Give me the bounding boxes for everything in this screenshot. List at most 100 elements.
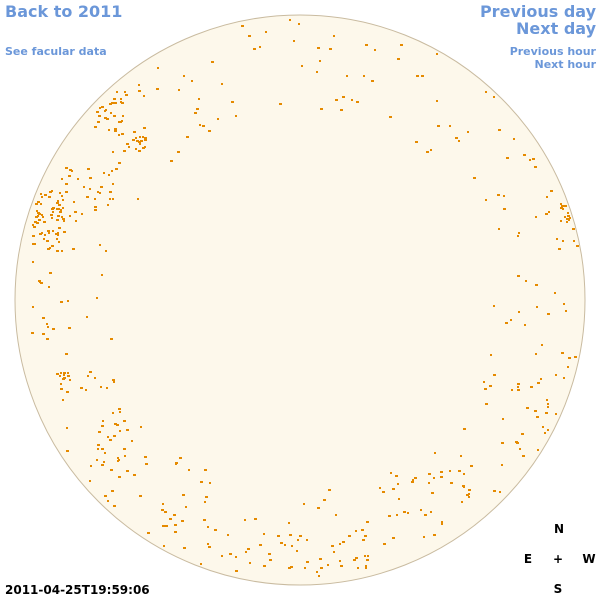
facula <box>331 545 334 547</box>
facula <box>407 512 409 514</box>
facula <box>567 215 570 217</box>
facula <box>116 91 118 93</box>
facula <box>101 425 104 427</box>
facula <box>564 216 566 218</box>
facula <box>119 121 122 123</box>
facula <box>112 198 114 200</box>
facula <box>107 204 109 206</box>
next-hour-link[interactable]: Next hour <box>534 58 597 71</box>
facula <box>41 214 43 216</box>
facula <box>86 316 88 318</box>
facula <box>47 248 50 250</box>
facula <box>269 559 272 561</box>
facula <box>497 194 500 196</box>
facula <box>169 518 172 520</box>
facula <box>49 247 51 249</box>
facula <box>433 477 435 479</box>
facula <box>279 103 282 105</box>
facula <box>181 520 184 522</box>
facula <box>94 377 96 379</box>
facula <box>473 177 476 179</box>
facula <box>104 117 107 119</box>
facula <box>415 141 418 143</box>
facula <box>108 129 110 131</box>
facula <box>536 416 539 418</box>
facula <box>66 450 69 452</box>
facula <box>340 565 343 567</box>
facula <box>566 221 568 223</box>
facula <box>106 118 109 120</box>
facula <box>423 536 425 538</box>
facula <box>546 196 548 198</box>
facula <box>116 424 119 426</box>
facula <box>62 199 64 201</box>
facula <box>59 211 62 213</box>
facula <box>143 127 146 129</box>
facula <box>104 495 107 497</box>
facula <box>111 170 113 172</box>
facula <box>42 333 45 335</box>
facula <box>289 534 292 536</box>
facula <box>52 328 55 330</box>
facula <box>102 420 104 422</box>
facula <box>546 399 548 401</box>
facula <box>431 492 434 494</box>
facula <box>104 452 106 454</box>
facula <box>115 168 118 170</box>
facula <box>327 564 329 566</box>
facula <box>280 542 283 544</box>
facula <box>291 545 293 547</box>
facula <box>519 448 521 450</box>
previous-hour-link[interactable]: Previous hour <box>509 45 596 58</box>
facula <box>52 230 54 232</box>
facula <box>548 211 550 213</box>
facula <box>37 201 40 203</box>
facula <box>61 250 63 252</box>
facula <box>67 375 70 377</box>
facula <box>436 53 438 55</box>
facula <box>561 205 564 207</box>
facula <box>55 233 58 235</box>
facula <box>198 98 200 100</box>
next-day-link[interactable]: Next day <box>516 19 596 38</box>
facula <box>126 470 129 472</box>
facula <box>111 102 114 104</box>
facula <box>506 157 509 159</box>
facula <box>123 150 126 152</box>
facula <box>340 109 343 111</box>
facula <box>525 280 527 282</box>
facula <box>567 212 569 214</box>
facula <box>69 169 72 171</box>
previous-day-link[interactable]: Previous day <box>479 2 596 21</box>
facula <box>51 217 53 219</box>
facular-link[interactable]: See facular data <box>5 45 107 58</box>
facula <box>65 167 68 169</box>
facula <box>144 139 147 141</box>
facula <box>437 125 440 127</box>
facula <box>133 474 136 476</box>
facula <box>288 522 290 524</box>
facula <box>62 218 65 220</box>
facula <box>355 557 358 559</box>
facula <box>32 261 34 263</box>
facula <box>56 202 59 204</box>
facula <box>490 354 492 356</box>
facula <box>569 217 571 219</box>
facula <box>33 243 36 245</box>
facula <box>183 547 186 549</box>
facula <box>534 410 537 412</box>
back-link[interactable]: Back to 2011 <box>5 2 123 21</box>
facula <box>462 485 465 487</box>
facula <box>118 162 121 164</box>
facula <box>558 248 561 250</box>
facula <box>40 282 43 284</box>
facula <box>505 322 508 324</box>
facula <box>56 250 59 252</box>
facula <box>105 250 107 252</box>
facula <box>101 464 104 466</box>
facula <box>39 281 41 283</box>
facula <box>71 170 73 172</box>
facula <box>426 151 429 153</box>
facula <box>52 207 55 209</box>
